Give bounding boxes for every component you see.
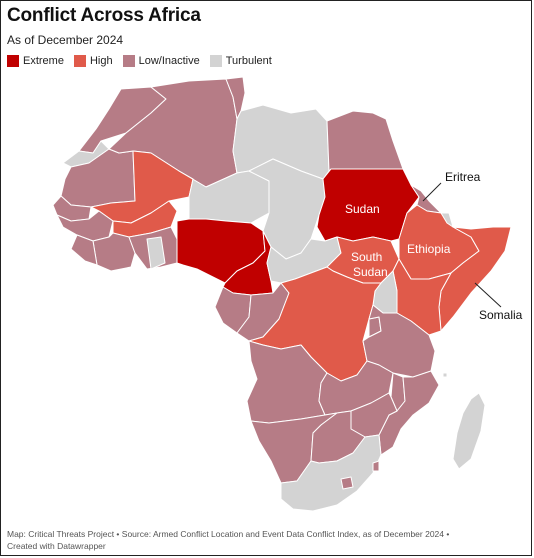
legend-label-high: High	[89, 55, 113, 67]
label-somalia: Somalia	[479, 308, 523, 322]
legend-label-low-inactive: Low/Inactive	[138, 55, 200, 67]
legend-item-low-inactive: Low/Inactive	[122, 55, 200, 67]
map-title: Conflict Across Africa	[7, 5, 201, 26]
region-eswatini[interactable]	[372, 460, 380, 472]
region-lesotho[interactable]	[340, 476, 354, 490]
legend-swatch-low-inactive	[122, 55, 135, 67]
region-comoros[interactable]	[442, 372, 448, 378]
somalia-leader-line	[474, 282, 502, 308]
legend-item-high: High	[73, 55, 113, 67]
footer-line-2: Created with Datawrapper	[7, 541, 106, 551]
label-ethiopia: Ethiopia	[407, 242, 451, 256]
region-mozambique[interactable]	[378, 370, 440, 456]
footer-line-1: Map: Critical Threats Project • Source: …	[7, 529, 450, 539]
map-subtitle: As of December 2024	[7, 33, 124, 47]
legend-label-extreme: Extreme	[23, 55, 64, 67]
label-south-sudan-line2: Sudan	[353, 265, 388, 279]
legend-item-turbulent: Turbulent	[209, 55, 272, 67]
region-benin-togo[interactable]	[146, 236, 166, 270]
legend-label-turbulent: Turbulent	[225, 55, 272, 67]
legend-swatch-high	[73, 55, 86, 67]
region-south-africa[interactable]	[280, 434, 382, 512]
legend-swatch-turbulent	[209, 55, 222, 67]
legend-item-extreme: Extreme	[7, 55, 64, 67]
map-footer: Map: Critical Threats Project • Source: …	[7, 528, 527, 552]
label-eritrea: Eritrea	[445, 170, 481, 184]
africa-map: Sudan South Sudan Ethiopia Eritrea Somal…	[52, 76, 523, 512]
region-egypt[interactable]	[326, 110, 404, 172]
region-madagascar[interactable]	[452, 392, 486, 470]
label-south-sudan-line1: South	[351, 250, 382, 264]
region-guinea[interactable]	[56, 210, 114, 242]
label-sudan: Sudan	[345, 202, 380, 216]
eritrea-leader-line	[422, 182, 442, 202]
legend: Extreme High Low/Inactive Turbulent	[7, 55, 282, 67]
region-somalia[interactable]	[438, 226, 512, 332]
legend-swatch-extreme	[7, 55, 19, 67]
region-liberia[interactable]	[70, 234, 98, 266]
region-niger[interactable]	[178, 170, 270, 224]
